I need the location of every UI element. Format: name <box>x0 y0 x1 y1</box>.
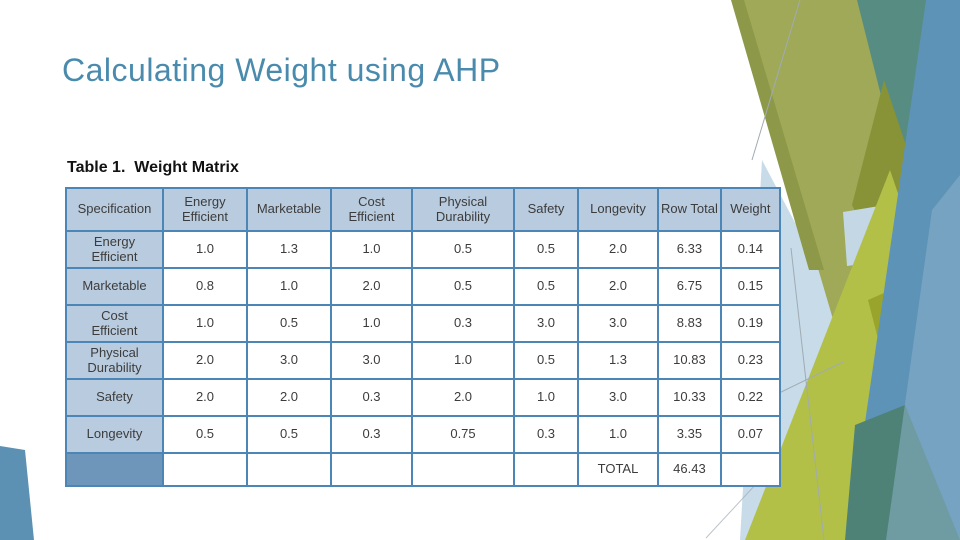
column-header-longevity: Longevity <box>577 187 659 232</box>
row-label: Marketable <box>65 267 164 306</box>
matrix-cell: 0.15 <box>719 267 781 306</box>
row-label: Cost Efficient <box>65 304 164 343</box>
matrix-cell: 1.0 <box>246 267 332 306</box>
table-row: Longevity 0.5 0.5 0.3 0.75 0.3 1.0 3.35 0.07 <box>65 415 781 454</box>
table-caption: Table 1. Weight Matrix <box>67 159 239 176</box>
total-caption-cell: TOTAL <box>577 452 659 487</box>
column-header-row-total: Row Total <box>657 187 722 232</box>
column-header-weight: Weight <box>719 187 781 232</box>
row-label: Longevity <box>65 415 164 454</box>
matrix-cell: 0.3 <box>411 304 515 343</box>
total-row: TOTAL 46.43 <box>65 452 781 487</box>
matrix-cell: 2.0 <box>246 378 332 417</box>
matrix-cell: 3.0 <box>330 341 413 380</box>
matrix-cell: 2.0 <box>411 378 515 417</box>
matrix-cell: 0.5 <box>411 267 515 306</box>
matrix-cell: 3.35 <box>657 415 722 454</box>
matrix-cell: 0.23 <box>719 341 781 380</box>
row-label: Physical Durability <box>65 341 164 380</box>
matrix-cell: 6.75 <box>657 267 722 306</box>
column-header-specification: Specification <box>65 187 164 232</box>
column-header-energy-efficient: Energy Efficient <box>162 187 248 232</box>
header-row: Specification Energy Efficient Marketabl… <box>65 187 781 232</box>
total-row-empty-cell <box>246 452 332 487</box>
matrix-cell: 8.83 <box>657 304 722 343</box>
grand-total-cell: 46.43 <box>657 452 722 487</box>
bottom-left-wedge <box>0 446 34 540</box>
total-row-empty-cell <box>162 452 248 487</box>
row-label: Energy Efficient <box>65 230 164 269</box>
matrix-cell: 3.0 <box>577 378 659 417</box>
table-row: Marketable 0.8 1.0 2.0 0.5 0.5 2.0 6.75 0.15 <box>65 267 781 306</box>
seam-line-4 <box>705 482 758 539</box>
table-row: Safety 2.0 2.0 0.3 2.0 1.0 3.0 10.33 0.22 <box>65 378 781 417</box>
matrix-cell: 2.0 <box>577 230 659 269</box>
weight-matrix-table: Specification Energy Efficient Marketabl… <box>65 187 781 487</box>
matrix-cell: 1.3 <box>577 341 659 380</box>
matrix-cell: 1.0 <box>330 304 413 343</box>
matrix-cell: 0.8 <box>162 267 248 306</box>
matrix-cell: 10.33 <box>657 378 722 417</box>
matrix-cell: 0.3 <box>330 378 413 417</box>
matrix-cell: 0.19 <box>719 304 781 343</box>
matrix-cell: 1.0 <box>411 341 515 380</box>
matrix-cell: 0.14 <box>719 230 781 269</box>
seam-line-2 <box>790 247 825 540</box>
table-row: Cost Efficient 1.0 0.5 1.0 0.3 3.0 3.0 8.83 0.19 <box>65 304 781 343</box>
matrix-cell: 2.0 <box>577 267 659 306</box>
total-row-empty-cell <box>411 452 515 487</box>
column-header-marketable: Marketable <box>246 187 332 232</box>
column-header-physical-durability: Physical Durability <box>411 187 515 232</box>
matrix-cell: 3.0 <box>513 304 579 343</box>
total-row-empty-cell <box>719 452 781 487</box>
matrix-cell: 3.0 <box>577 304 659 343</box>
matrix-cell: 1.0 <box>513 378 579 417</box>
matrix-cell: 0.3 <box>513 415 579 454</box>
column-header-cost-efficient: Cost Efficient <box>330 187 413 232</box>
matrix-cell: 0.07 <box>719 415 781 454</box>
table-row: Energy Efficient 1.0 1.3 1.0 0.5 0.5 2.0 6.33 0.… <box>65 230 781 269</box>
matrix-cell: 0.5 <box>162 415 248 454</box>
matrix-cell: 0.5 <box>246 304 332 343</box>
matrix-cell: 2.0 <box>162 341 248 380</box>
light-blue-overlay <box>886 175 960 540</box>
matrix-cell: 1.0 <box>162 230 248 269</box>
matrix-cell: 0.5 <box>513 341 579 380</box>
matrix-cell: 1.0 <box>162 304 248 343</box>
matrix-cell: 0.5 <box>513 230 579 269</box>
total-row-label-cell <box>65 452 164 487</box>
total-row-empty-cell <box>513 452 579 487</box>
matrix-cell: 0.75 <box>411 415 515 454</box>
matrix-cell: 1.0 <box>577 415 659 454</box>
matrix-cell: 0.22 <box>719 378 781 417</box>
slide-title: Calculating Weight using AHP <box>62 52 501 88</box>
column-header-safety: Safety <box>513 187 579 232</box>
matrix-cell: 2.0 <box>162 378 248 417</box>
olive-ribbon-edge <box>731 0 824 270</box>
matrix-cell: 10.83 <box>657 341 722 380</box>
matrix-cell: 0.5 <box>411 230 515 269</box>
row-label: Safety <box>65 378 164 417</box>
matrix-cell: 0.5 <box>246 415 332 454</box>
total-row-empty-cell <box>330 452 413 487</box>
matrix-cell: 2.0 <box>330 267 413 306</box>
matrix-cell: 0.3 <box>330 415 413 454</box>
matrix-cell: 1.3 <box>246 230 332 269</box>
matrix-cell: 6.33 <box>657 230 722 269</box>
seam-line-1 <box>751 0 801 161</box>
table-row: Physical Durability 2.0 3.0 3.0 1.0 0.5 1.3 10.… <box>65 341 781 380</box>
matrix-cell: 3.0 <box>246 341 332 380</box>
matrix-cell: 0.5 <box>513 267 579 306</box>
matrix-cell: 1.0 <box>330 230 413 269</box>
